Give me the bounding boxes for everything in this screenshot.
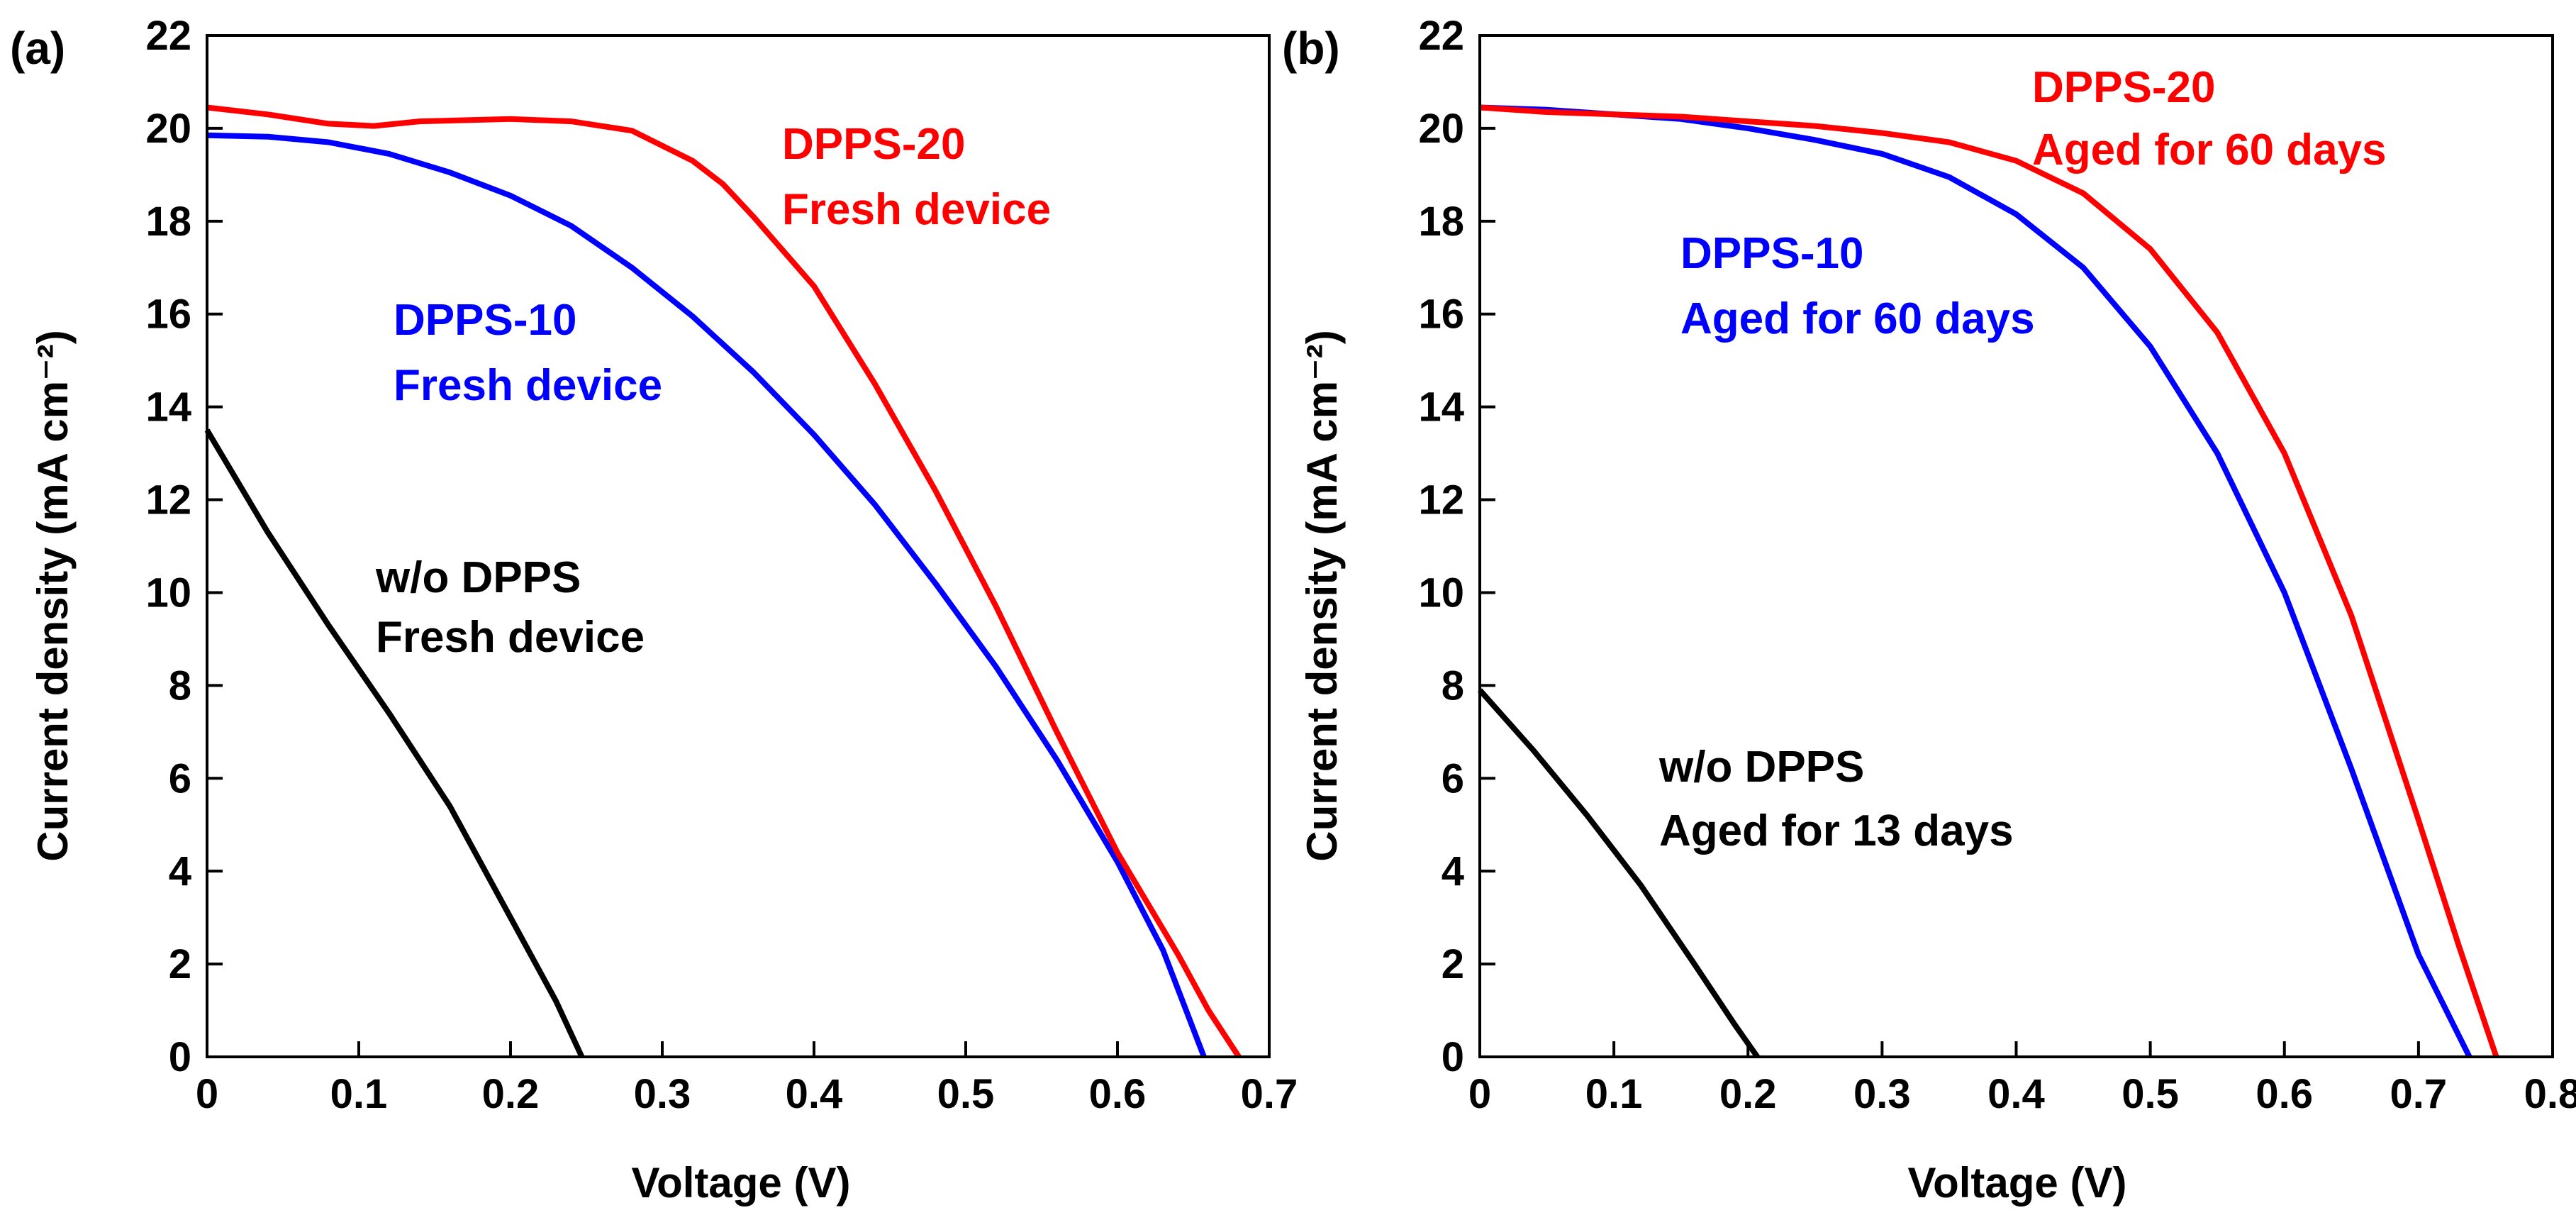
panel-b-x-tick-label-8: 0.8 — [2524, 1071, 2576, 1117]
panel-a-x-ticks: 0 0.1 0.2 0.3 0.4 0.5 0.6 0.7 — [196, 1041, 1298, 1117]
panel-b-label-dpps-20-line1: DPPS-20 — [2032, 63, 2215, 112]
panel-a-line-dpps-20-fresh-device — [206, 104, 1242, 1059]
panel-a-y-tick-label-1: 2 — [169, 941, 191, 987]
panel-b-y-tick-label-9: 18 — [1418, 199, 1464, 245]
panel-a-y-tick-label-8: 16 — [145, 292, 191, 338]
panel-b-x-tick-label-5: 0.5 — [2121, 1071, 2179, 1117]
panel-a-label-w-o-dpps-line2: Fresh device — [376, 613, 645, 662]
panel-b-y-tick-label-5: 10 — [1418, 570, 1464, 616]
panel-a-y-tick-label-0: 0 — [169, 1034, 191, 1080]
panel-a-y-axis-title: Current density (mA cm⁻²) — [29, 330, 77, 862]
panel-b-y-tick-label-11: 22 — [1418, 13, 1464, 59]
panel-a-x-axis-title: Voltage (V) — [632, 1159, 851, 1207]
panel-a-y-tick-label-4: 8 — [169, 662, 191, 709]
panel-b-y-tick-label-0: 0 — [1442, 1034, 1464, 1080]
panel-a-y-tick-label-7: 14 — [145, 384, 191, 431]
panel-a-x-tick-label-6: 0.6 — [1089, 1071, 1147, 1117]
panel-a-x-tick-label-4: 0.4 — [786, 1071, 843, 1117]
panel-a-label-w-o-dpps: w/o DPPS Fresh device — [375, 553, 645, 662]
panel-b-y-tick-label-2: 4 — [1442, 848, 1464, 894]
panel-a-y-tick-label-2: 4 — [169, 848, 191, 894]
panel-b-x-tick-label-2: 0.2 — [1719, 1071, 1777, 1117]
panel-a-y-tick-label-5: 10 — [145, 570, 191, 616]
panel-a-y-tick-label-9: 18 — [145, 199, 191, 245]
panel-b-x-tick-label-3: 0.3 — [1853, 1071, 1911, 1117]
panel-b-y-tick-label-10: 20 — [1418, 106, 1464, 152]
panel-a-label-dpps-20: DPPS-20 Fresh device — [782, 120, 1051, 234]
panel-b-y-tick-label-7: 14 — [1418, 384, 1464, 431]
panel-a-label-dpps-10: DPPS-10 Fresh device — [394, 296, 662, 410]
panel-a-y-tick-label-6: 12 — [145, 477, 191, 523]
panel-a-y-tick-label-11: 22 — [145, 13, 191, 59]
panel-b-y-ticks: 0 2 4 6 8 10 12 14 16 18 20 22 — [1418, 13, 1495, 1080]
panel-b-label-w-o-dpps: w/o DPPS Aged for 13 days — [1658, 743, 2014, 855]
panel-a-plot-frame — [206, 34, 1271, 1058]
panel-b-label-w-o-dpps-line2: Aged for 13 days — [1659, 806, 2014, 855]
panel-a-label: (a) — [10, 23, 65, 74]
panel-a: (a) 0 0.1 0.2 0.3 0.4 0.5 0.6 0.7 0 2 4 6 8 10 12 14 16… — [10, 13, 1298, 1207]
panel-b-label-w-o-dpps-line1: w/o DPPS — [1658, 743, 1864, 792]
panel-a-y-tick-label-3: 6 — [169, 755, 191, 802]
panel-b-x-axis-title: Voltage (V) — [1908, 1159, 2127, 1207]
panel-b-x-ticks: 0 0.1 0.2 0.3 0.4 0.5 0.6 0.7 0.8 — [1468, 1041, 2576, 1117]
panel-a-label-w-o-dpps-line1: w/o DPPS — [375, 553, 581, 602]
panel-a-y-ticks: 0 2 4 6 8 10 12 14 16 18 20 22 — [145, 13, 223, 1080]
panel-b-x-tick-label-6: 0.6 — [2256, 1071, 2313, 1117]
panel-b-label-dpps-20-line2: Aged for 60 days — [2032, 126, 2387, 174]
panel-b: (b) 0 0.1 0.2 0.3 0.4 0.5 0.6 0.7 0.8 0 2 4 6 8 10 12 1… — [1282, 13, 2576, 1207]
panel-a-x-tick-label-7: 0.7 — [1241, 1071, 1298, 1117]
panel-b-line-dpps-20-aged-for-60-days — [1479, 104, 2499, 1058]
panel-a-x-tick-label-2: 0.2 — [482, 1071, 540, 1117]
panel-a-label-dpps-20-line2: Fresh device — [782, 185, 1051, 234]
panel-b-label-dpps-10-line1: DPPS-10 — [1680, 229, 1863, 278]
panel-a-x-tick-label-3: 0.3 — [634, 1071, 691, 1117]
panel-a-label-dpps-10-line1: DPPS-10 — [394, 296, 576, 345]
panel-a-line-w-o-dpps-fresh-device — [204, 428, 585, 1058]
panel-a-x-tick-label-5: 0.5 — [937, 1071, 995, 1117]
panel-a-x-tick-label-0: 0 — [196, 1071, 218, 1117]
panel-b-y-tick-label-6: 12 — [1418, 477, 1464, 523]
panel-b-line-w-o-dpps-aged-for-13-days — [1478, 688, 1760, 1059]
panel-b-lines — [1478, 104, 2499, 1059]
panel-b-y-tick-label-8: 16 — [1418, 292, 1464, 338]
panel-a-label-dpps-20-line1: DPPS-20 — [782, 120, 965, 169]
panel-b-label-dpps-10-line2: Aged for 60 days — [1680, 294, 2035, 343]
panel-b-plot-frame — [1478, 34, 2554, 1058]
panel-b-label-dpps-20: DPPS-20 Aged for 60 days — [2032, 63, 2387, 174]
panel-a-y-tick-label-10: 20 — [145, 106, 191, 152]
panel-b-y-tick-label-3: 6 — [1442, 755, 1464, 802]
panel-b-label-dpps-10: DPPS-10 Aged for 60 days — [1680, 229, 2035, 343]
panel-b-y-tick-label-4: 8 — [1442, 662, 1464, 709]
panel-b-x-tick-label-0: 0 — [1468, 1071, 1491, 1117]
panel-a-line-dpps-10-fresh-device — [206, 132, 1207, 1058]
panel-b-x-tick-label-7: 0.7 — [2390, 1071, 2448, 1117]
panel-a-label-dpps-10-line2: Fresh device — [394, 361, 662, 410]
panel-b-line-dpps-10-aged-for-60-days — [1479, 104, 2472, 1058]
panel-b-y-axis-title: Current density (mA cm⁻²) — [1298, 330, 1346, 862]
panel-a-lines — [204, 104, 1242, 1059]
panel-b-y-tick-label-1: 2 — [1442, 941, 1464, 987]
panel-a-x-tick-label-1: 0.1 — [330, 1071, 388, 1117]
panel-b-label: (b) — [1282, 23, 1340, 74]
panel-b-x-tick-label-1: 0.1 — [1585, 1071, 1643, 1117]
panel-b-x-tick-label-4: 0.4 — [1987, 1071, 2045, 1117]
